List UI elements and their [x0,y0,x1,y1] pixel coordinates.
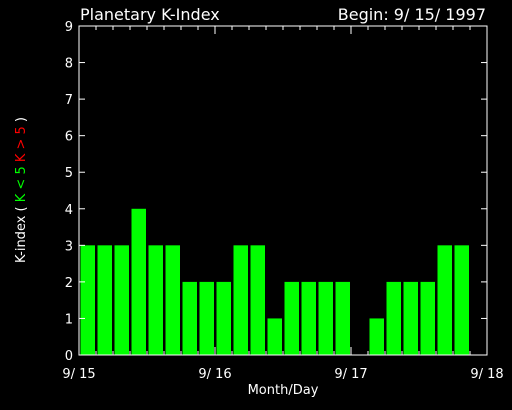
x-tick-label: 9/ 15 [62,367,95,382]
y-tick-label: 3 [65,239,73,254]
x-axis-label: Month/Day [248,383,319,398]
y-tick-label: 4 [65,203,73,218]
k-index-bar [420,281,435,355]
k-index-bar [148,245,163,355]
x-tick-label: 9/ 18 [470,367,503,382]
y-tick-label: 9 [65,20,73,35]
y-tick-label: 8 [65,57,73,72]
x-tick-label: 9/ 17 [334,367,367,382]
k-index-bar [233,245,248,355]
y-tick-label: 0 [65,349,73,364]
k-index-bar [301,281,316,355]
y-tick-label: 7 [65,93,73,108]
k-index-bar [403,281,418,355]
y-axis-label-part: ( [14,206,29,215]
y-axis-label-part: K < 5 [14,166,29,206]
k-index-bar [267,318,282,355]
x-axis: 9/ 15 9/ 16 9/ 17 9/ 18 [62,26,504,382]
k-index-bar [131,208,146,355]
k-index-bar [335,281,350,355]
k-index-bar [216,281,231,355]
k-index-bar [369,318,384,355]
k-index-bar [318,281,333,355]
k-index-bar [80,245,95,355]
y-axis-label-part: K-index [14,215,29,263]
k-index-bar [165,245,180,355]
y-tick-label: 2 [65,276,73,291]
y-tick-label: 5 [65,166,73,181]
y-tick-label: 6 [65,130,73,145]
k-index-bar [454,245,469,355]
plot-area [80,208,469,355]
k-index-bar [284,281,299,355]
y-axis-label: K-index ( K < 5 K > 5 ) [14,117,29,263]
y-axis: 0 1 2 3 4 5 6 7 8 9 [65,20,487,364]
k-index-bar [182,281,197,355]
k-index-bar [386,281,401,355]
y-axis-label-part: K > 5 [14,126,29,166]
k-index-bar [437,245,452,355]
begin-date-label: Begin: 9/ 15/ 1997 [338,5,486,24]
y-tick-label: 1 [65,312,73,327]
k-index-bar [250,245,265,355]
k-index-bar [97,245,112,355]
chart-title: Planetary K-Index [80,5,220,24]
x-tick-label: 9/ 16 [198,367,231,382]
k-index-bar [114,245,129,355]
y-axis-label-part: ) [14,117,29,126]
k-index-bar [199,281,214,355]
